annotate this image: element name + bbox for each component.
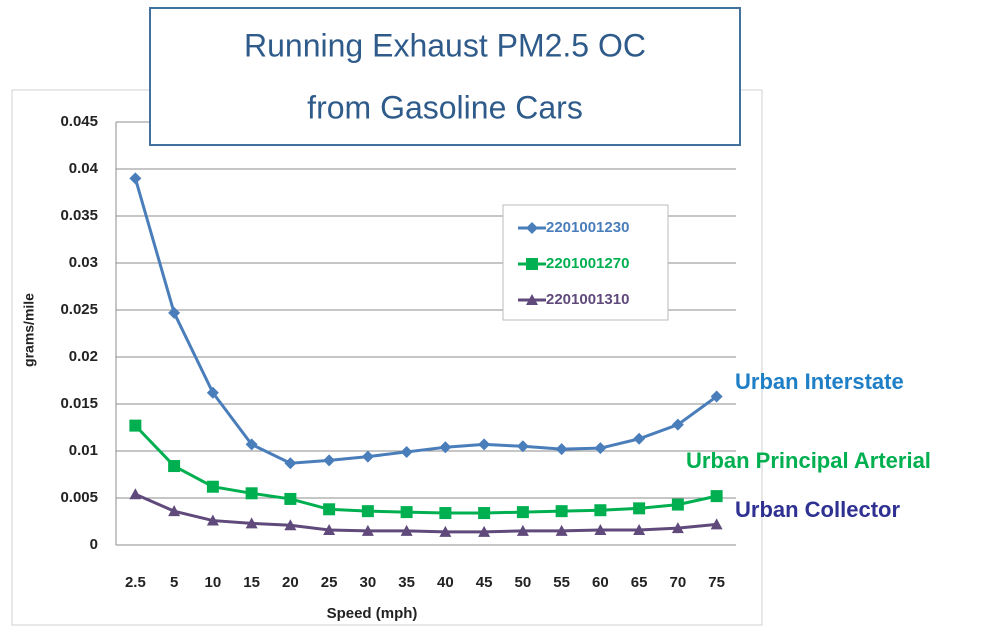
marker <box>594 523 607 535</box>
marker <box>168 306 181 319</box>
annotation: Urban Interstate <box>735 369 904 394</box>
marker <box>245 487 258 500</box>
marker <box>323 523 336 535</box>
marker <box>439 525 452 537</box>
y-tick-label: 0.02 <box>69 348 98 365</box>
x-tick-label: 45 <box>476 574 493 591</box>
marker <box>168 460 181 473</box>
marker <box>323 454 336 467</box>
marker <box>439 441 452 454</box>
marker <box>400 445 413 458</box>
y-tick-label: 0 <box>90 536 98 553</box>
y-tick-label: 0.01 <box>69 442 98 459</box>
y-axis-label: grams/mile <box>21 293 37 367</box>
marker <box>206 480 219 493</box>
marker <box>555 505 568 518</box>
marker <box>400 506 413 519</box>
x-tick-label: 65 <box>631 574 648 591</box>
marker <box>633 523 646 535</box>
x-tick-label: 2.5 <box>125 574 146 591</box>
legend-label: 2201001310 <box>546 291 629 308</box>
y-tick-label: 0.045 <box>60 113 98 130</box>
marker <box>526 294 538 305</box>
x-tick-label: 5 <box>170 574 178 591</box>
marker <box>284 457 297 470</box>
x-tick-label: 60 <box>592 574 609 591</box>
marker <box>594 504 607 517</box>
y-tick-label: 0.04 <box>69 160 99 177</box>
marker <box>594 442 607 455</box>
x-axis-label: Speed (mph) <box>327 605 418 622</box>
marker <box>526 258 538 270</box>
marker <box>129 419 142 432</box>
marker <box>633 432 646 445</box>
x-tick-label: 70 <box>670 574 687 591</box>
y-tick-label: 0.025 <box>60 301 98 318</box>
series-line <box>134 424 717 515</box>
marker <box>439 507 452 520</box>
marker <box>516 440 529 453</box>
x-tick-label: 40 <box>437 574 454 591</box>
annotation: Urban Principal Arterial <box>686 448 931 473</box>
y-tick-label: 0.015 <box>60 395 98 412</box>
marker <box>478 525 491 537</box>
marker <box>284 492 297 505</box>
marker <box>516 506 529 519</box>
marker <box>710 490 723 503</box>
x-tick-label: 10 <box>205 574 222 591</box>
marker <box>671 522 684 534</box>
annotation: Urban Collector <box>735 497 900 522</box>
title-box <box>149 7 741 146</box>
x-tick-label: 35 <box>398 574 415 591</box>
marker <box>361 524 374 536</box>
marker <box>129 172 142 185</box>
x-tick-label: 15 <box>243 574 260 591</box>
marker <box>168 505 181 517</box>
y-tick-label: 0.035 <box>60 207 98 224</box>
marker <box>633 502 646 515</box>
marker <box>284 519 297 531</box>
x-tick-label: 55 <box>553 574 570 591</box>
marker <box>671 498 684 511</box>
x-tick-label: 75 <box>708 574 725 591</box>
x-tick-label: 20 <box>282 574 299 591</box>
marker <box>516 524 529 536</box>
marker <box>478 507 491 520</box>
marker <box>206 514 219 526</box>
marker <box>245 438 258 451</box>
marker <box>245 517 258 529</box>
marker <box>206 386 219 399</box>
legend-label: 2201001270 <box>546 255 629 272</box>
marker <box>361 450 374 463</box>
marker <box>710 518 723 530</box>
marker <box>555 443 568 456</box>
marker <box>526 222 538 234</box>
x-tick-label: 30 <box>360 574 377 591</box>
legend-label: 2201001230 <box>546 219 629 236</box>
marker <box>361 505 374 518</box>
y-tick-label: 0.03 <box>69 254 98 271</box>
marker <box>710 390 723 403</box>
x-tick-label: 25 <box>321 574 338 591</box>
marker <box>400 524 413 536</box>
chart-title: Running Exhaust PM2.5 OC <box>244 27 646 63</box>
marker <box>323 503 336 516</box>
marker <box>478 438 491 451</box>
marker <box>555 524 568 536</box>
marker <box>671 418 684 431</box>
series-line <box>133 177 718 465</box>
x-tick-label: 50 <box>515 574 532 591</box>
y-tick-label: 0.005 <box>60 489 98 506</box>
marker <box>129 488 142 500</box>
chart-title: from Gasoline Cars <box>307 89 583 125</box>
series-line <box>134 492 717 534</box>
